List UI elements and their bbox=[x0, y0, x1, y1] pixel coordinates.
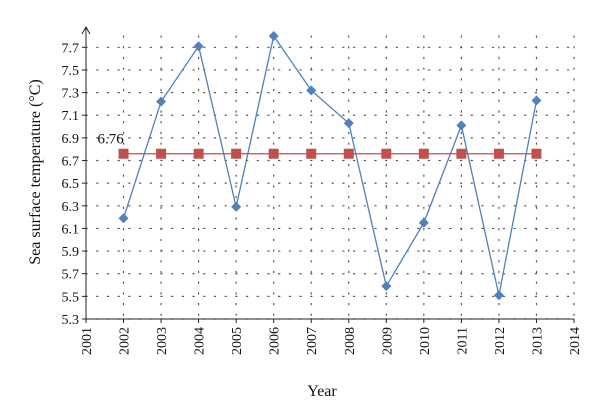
series-1-point bbox=[343, 118, 354, 129]
x-tick-label: 2005 bbox=[230, 327, 245, 355]
series-1-point bbox=[193, 41, 204, 52]
y-tick-label: 5.3 bbox=[62, 313, 80, 328]
y-tick-label: 7.5 bbox=[62, 64, 80, 79]
y-tick-label: 6.9 bbox=[62, 132, 80, 147]
series-2-point bbox=[118, 148, 129, 159]
y-tick-label: 6.7 bbox=[62, 155, 80, 170]
y-tick-label: 6.5 bbox=[62, 177, 80, 192]
y-tick-label: 7.7 bbox=[62, 41, 80, 56]
x-tick-label: 2001 bbox=[80, 327, 95, 355]
series-1-point bbox=[456, 120, 467, 131]
axes bbox=[81, 25, 575, 323]
series-2-point bbox=[381, 148, 392, 159]
x-tick-label: 2013 bbox=[530, 327, 545, 355]
x-tick-label: 2006 bbox=[268, 327, 283, 355]
tick-labels: 5.3 5.5 5.7 5.9 6.1 6.3 6.5 6.7 6.9 7.1 7.3 7.5 7.7 2… bbox=[62, 41, 584, 355]
y-tick-label: 5.7 bbox=[62, 268, 80, 283]
x-tick-label: 2011 bbox=[455, 327, 470, 354]
x-tick-label: 2014 bbox=[568, 327, 583, 355]
x-tick-label: 2007 bbox=[305, 327, 320, 355]
series-2-point bbox=[306, 148, 317, 159]
x-tick-label: 2008 bbox=[343, 327, 358, 355]
x-tick-label: 2002 bbox=[118, 327, 133, 355]
series-layer bbox=[118, 31, 542, 301]
series-2-point bbox=[156, 148, 167, 159]
series-2-point bbox=[268, 148, 279, 159]
series-2-point bbox=[456, 148, 467, 159]
annotation-label: 6.76 bbox=[98, 132, 125, 148]
y-tick-label: 5.5 bbox=[62, 290, 80, 305]
series-1-point bbox=[418, 217, 429, 228]
series-2-point bbox=[193, 148, 204, 159]
y-axis-title: Sea surface temperature (°C) bbox=[27, 79, 44, 264]
x-axis-title: Year bbox=[307, 383, 337, 400]
series-1-point bbox=[231, 201, 242, 212]
series-1-point bbox=[306, 85, 317, 96]
series-1-point bbox=[381, 281, 392, 292]
x-tick-label: 2004 bbox=[193, 327, 208, 355]
series-1-line bbox=[122, 34, 538, 296]
series-2-point bbox=[531, 148, 542, 159]
y-tick-label: 7.1 bbox=[62, 109, 80, 124]
grid bbox=[85, 35, 575, 320]
series-1-point bbox=[268, 31, 279, 41]
y-axis-arrow bbox=[81, 25, 91, 35]
x-tick-label: 2009 bbox=[380, 327, 395, 355]
series-2-point bbox=[493, 148, 504, 159]
y-tick-label: 5.9 bbox=[62, 245, 80, 260]
series-1-point bbox=[531, 95, 542, 106]
series-1-point bbox=[118, 213, 129, 224]
series-2-point bbox=[418, 148, 429, 159]
y-tick-label: 6.3 bbox=[62, 200, 80, 215]
y-tick-label: 6.1 bbox=[62, 222, 80, 237]
x-tick-label: 2012 bbox=[493, 327, 508, 355]
x-tick-label: 2010 bbox=[418, 327, 433, 355]
series-2-point bbox=[231, 148, 242, 159]
series-1-point bbox=[156, 96, 167, 107]
x-tick-label: 2003 bbox=[155, 327, 170, 355]
y-tick-label: 7.3 bbox=[62, 87, 80, 102]
series-1-point bbox=[493, 290, 504, 301]
series-2-point bbox=[343, 148, 354, 159]
